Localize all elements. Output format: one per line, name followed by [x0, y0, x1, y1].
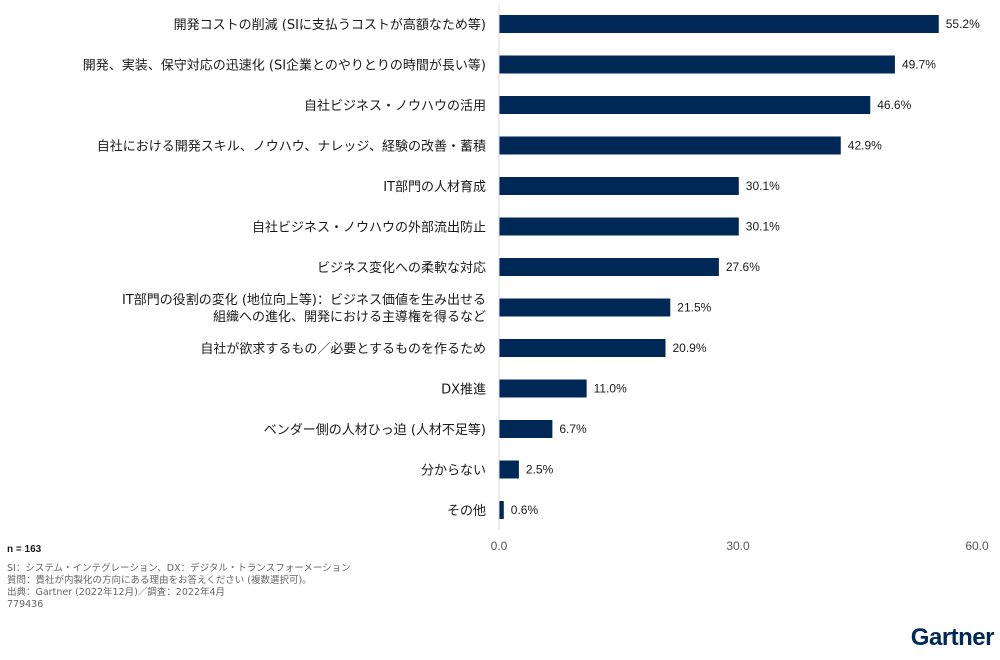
category-label-line: ビジネス変化への柔軟な対応	[317, 260, 486, 276]
gartner-logo: Gartner	[910, 624, 995, 651]
category-labels: 開発コストの削減 (SIに支払うコストが高額なため等) 開発、実装、保守対応の迅速…	[83, 17, 486, 519]
category-label: ベンダー側の人材ひっ迫 (人材不足等)	[264, 422, 486, 438]
category-label: 自社が欲求するもの／必要とするものを作るため	[200, 341, 486, 357]
category-label: 開発コストの削減 (SIに支払うコストが高額なため等)	[174, 17, 486, 33]
note-abbreviations: SI：システム・インテグレーション、DX：デジタル・トランスフォーメーション	[7, 563, 351, 574]
category-label: IT部門の人材育成	[383, 179, 486, 195]
bar	[499, 96, 871, 114]
category-label: IT部門の役割の変化 (地位向上等)：ビジネス価値を生み出せる組織への進化、開発…	[122, 292, 486, 325]
bar-chart: 開発コストの削減 (SIに支払うコストが高額なため等) 開発、実装、保守対応の迅速…	[83, 4, 989, 553]
value-label: 2.5%	[526, 463, 554, 477]
bar	[499, 420, 553, 438]
category-label: 分からない	[421, 464, 486, 479]
value-label: 27.6%	[726, 260, 760, 274]
bar	[499, 258, 719, 276]
category-label-line: 自社が欲求するもの／必要とするものを作るため	[200, 341, 486, 357]
bar	[499, 55, 895, 74]
bar	[499, 501, 504, 519]
bar	[499, 339, 666, 357]
sample-size: n = 163	[7, 544, 42, 555]
value-label: 42.9%	[848, 139, 882, 153]
x-tick-label: 0.0	[491, 539, 508, 553]
category-label: 自社における開発スキル、ノウハウ、ナレッジ、経験の改善・蓄積	[97, 139, 486, 155]
bar	[499, 298, 671, 317]
bar	[499, 177, 739, 195]
value-label: 11.0%	[594, 382, 627, 396]
category-label: 開発、実装、保守対応の迅速化 (SI企業とのやりとりの時間が長い等)	[83, 58, 486, 74]
bar	[499, 460, 519, 479]
bars-group	[499, 15, 939, 519]
value-label: 0.6%	[511, 503, 539, 517]
value-label: 49.7%	[902, 58, 936, 72]
category-label-line: 自社ビジネス・ノウハウの外部流出防止	[252, 220, 486, 236]
bar	[499, 379, 587, 398]
value-label: 6.7%	[559, 422, 587, 436]
value-label: 30.1%	[746, 179, 780, 193]
category-label-line: IT部門の人材育成	[383, 179, 486, 195]
category-label: 自社ビジネス・ノウハウの外部流出防止	[252, 220, 486, 236]
category-label: ビジネス変化への柔軟な対応	[317, 260, 486, 276]
note-source: 出典：Gartner (2022年12月)／調査：2022年4月	[7, 587, 226, 598]
value-label: 30.1%	[746, 220, 780, 234]
category-label-line: 自社における開発スキル、ノウハウ、ナレッジ、経験の改善・蓄積	[97, 139, 486, 155]
category-label: 自社ビジネス・ノウハウの活用	[304, 98, 486, 114]
value-label: 21.5%	[677, 301, 711, 315]
x-tick-label: 60.0	[965, 539, 989, 553]
note-id: 779436	[7, 599, 44, 610]
bar	[499, 15, 939, 33]
category-label: その他	[447, 504, 486, 519]
note-question: 質問：貴社が内製化の方向にある理由をお答えください (複数選択可)。	[7, 575, 312, 586]
bar	[499, 136, 841, 155]
x-tick-label: 30.0	[726, 539, 750, 553]
category-label-line: ベンダー側の人材ひっ迫 (人材不足等)	[264, 422, 486, 438]
category-label: DX推進	[441, 383, 486, 398]
x-tick-labels: 0.0 30.0 60.0	[491, 539, 989, 553]
value-label: 55.2%	[946, 17, 980, 31]
value-label: 20.9%	[673, 341, 707, 355]
bar	[499, 217, 739, 236]
category-label-line: 開発、実装、保守対応の迅速化 (SI企業とのやりとりの時間が長い等)	[83, 58, 486, 74]
category-label-line: IT部門の役割の変化 (地位向上等)：ビジネス価値を生み出せる	[122, 292, 486, 308]
category-label-line: 開発コストの削減 (SIに支払うコストが高額なため等)	[174, 17, 486, 33]
category-label-line: DX推進	[441, 383, 486, 398]
category-label-line: 組織への進化、開発における主導権を得るなど	[213, 309, 486, 325]
category-label-line: 分からない	[421, 464, 486, 479]
category-label-line: その他	[447, 504, 486, 519]
category-label-line: 自社ビジネス・ノウハウの活用	[304, 98, 486, 114]
value-label: 46.6%	[877, 98, 911, 112]
value-labels: 55.2% 49.7% 46.6% 42.9% 30.1% 30.1% 27.6% 21.5%…	[511, 17, 980, 517]
